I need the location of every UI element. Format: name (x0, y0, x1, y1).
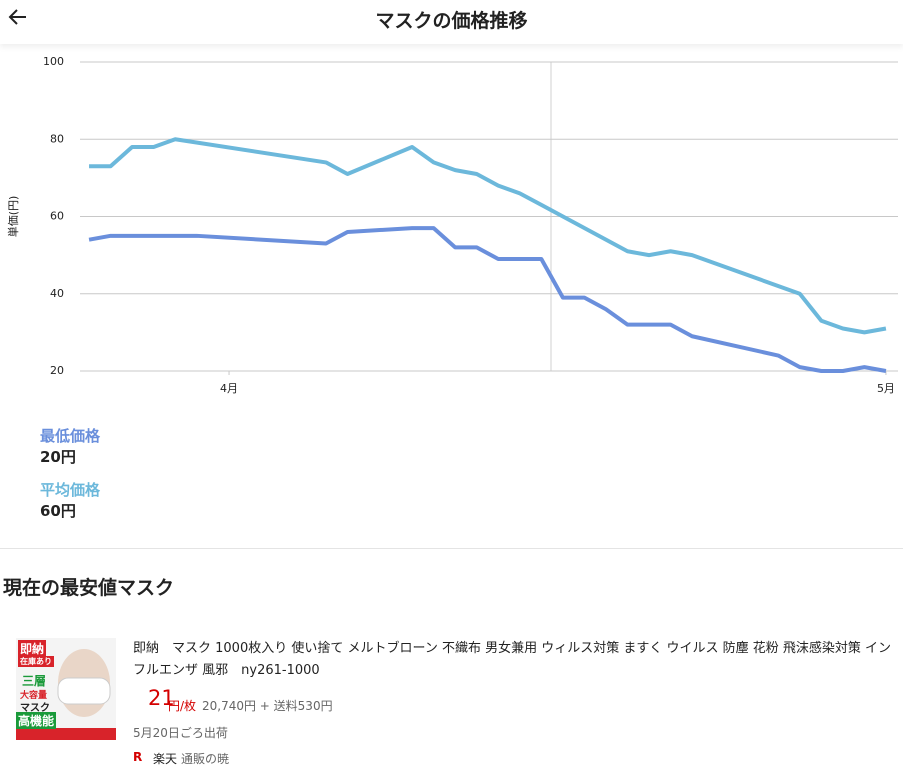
product-title[interactable]: 即納 マスク 1000枚入り 使い捨て メルトブローン 不織布 男女兼用 ウィル… (133, 641, 892, 678)
image-text: 高機能 (16, 712, 57, 729)
header: マスクの価格推移 (0, 0, 903, 44)
legend-min: 最低価格 (40, 427, 101, 445)
y-tick-label: 80 (50, 132, 64, 145)
shop: 通販の暁 (181, 752, 230, 766)
divider (0, 548, 903, 549)
y-tick-label: 60 (50, 210, 64, 223)
line (89, 137, 887, 335)
product-image[interactable]: 即納 在庫あり 三層 大容量 マスク 高機能 (16, 638, 116, 740)
y-tick-label: 40 (50, 287, 64, 300)
y-axis-label: 単価(円) (6, 196, 20, 238)
y-tick-label: 20 (50, 364, 64, 377)
min-price: 20円 (40, 448, 76, 466)
market: 楽天 (153, 752, 178, 766)
x-tick-label: 4月 (220, 382, 238, 395)
avg-price: 60円 (40, 502, 76, 520)
price-unit: 円/枚 (168, 699, 197, 713)
price: 21 (148, 686, 175, 710)
chart: 単価(円) 20 40 60 80 100 4月 5月 (6, 55, 898, 395)
image-text: 在庫あり (18, 656, 54, 667)
image-text: 大容量 (20, 691, 48, 701)
image-text: 三層 (22, 674, 47, 688)
shipping: 5月20日ごろ出荷 (133, 726, 228, 740)
image-text: 即納 (18, 640, 47, 657)
section-title: 現在の最安値マスク (3, 577, 175, 599)
y-tick-label: 100 (43, 55, 64, 68)
shop-icon: R (133, 750, 143, 764)
image-text: マスク (20, 703, 50, 714)
line (88, 226, 887, 373)
x-tick-label: 5月 (877, 382, 895, 395)
back-button[interactable] (8, 8, 28, 26)
total-price: 20,740円 + 送料530円 (202, 699, 333, 713)
title: マスクの価格推移 (375, 10, 528, 32)
legend-avg: 平均価格 (40, 481, 101, 499)
